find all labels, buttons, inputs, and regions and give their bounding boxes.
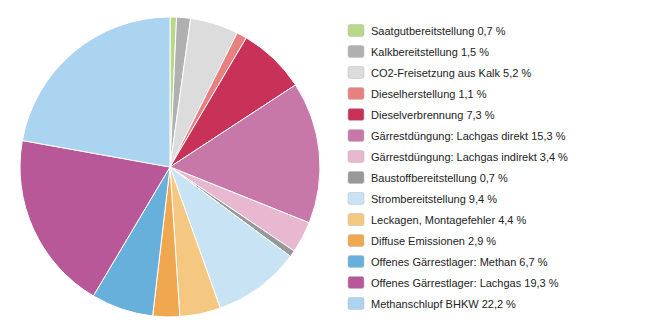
legend-label: Baustoffbereitstellung 0,7 % <box>371 172 508 184</box>
legend-swatch <box>348 88 364 100</box>
legend-swatch <box>348 67 364 79</box>
pie <box>20 17 320 317</box>
legend-label: Kalkbereitstellung 1,5 % <box>371 46 489 58</box>
legend-label: Gärrestdüngung: Lachgas indirekt 3,4 % <box>371 151 568 163</box>
legend-swatch <box>348 298 364 310</box>
chart: Saatgutbereitstellung 0,7 % Kalkbereitste… <box>0 0 646 334</box>
legend-swatch <box>348 172 364 184</box>
pie-slice <box>22 17 170 167</box>
legend-label: Saatgutbereitstellung 0,7 % <box>371 25 506 37</box>
chart-container: Saatgutbereitstellung 0,7 % Kalkbereitste… <box>0 0 646 334</box>
legend-swatch <box>348 277 364 289</box>
legend-label: Diffuse Emissionen 2,9 % <box>371 235 496 247</box>
legend-label: Gärrestdüngung: Lachgas direkt 15,3 % <box>371 130 566 142</box>
legend-label: Dieselherstellung 1,1 % <box>371 88 487 100</box>
legend-swatch <box>348 256 364 268</box>
legend-label: Strombereitstellung 9,4 % <box>371 193 497 205</box>
pie-slice <box>20 141 170 296</box>
legend-label: Dieselverbrennung 7,3 % <box>371 109 495 121</box>
legend-swatch <box>348 109 364 121</box>
legend: Saatgutbereitstellung 0,7 % Kalkbereitste… <box>348 25 568 310</box>
legend-swatch <box>348 130 364 142</box>
legend-swatch <box>348 193 364 205</box>
legend-label: CO2-Freisetzung aus Kalk 5,2 % <box>371 67 531 79</box>
legend-label: Leckagen, Montagefehler 4,4 % <box>371 214 527 226</box>
legend-swatch <box>348 235 364 247</box>
legend-label: Offenes Gärrestlager: Lachgas 19,3 % <box>371 277 559 289</box>
legend-label: Methanschlupf BHKW 22,2 % <box>371 298 516 310</box>
legend-swatch <box>348 46 364 58</box>
legend-swatch <box>348 25 364 37</box>
legend-label: Offenes Gärrestlager: Methan 6,7 % <box>371 256 548 268</box>
legend-swatch <box>348 151 364 163</box>
legend-swatch <box>348 214 364 226</box>
